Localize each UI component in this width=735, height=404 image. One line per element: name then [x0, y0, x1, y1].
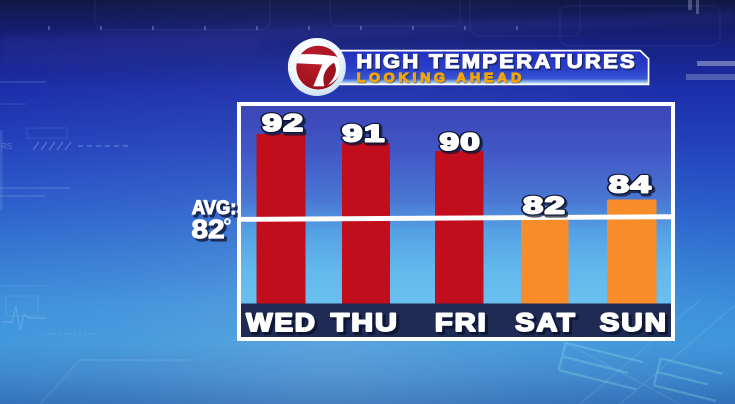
svg-text:90: 90 — [441, 131, 483, 157]
svg-text:91: 91 — [342, 121, 386, 147]
svg-text:RS: RS — [1, 142, 12, 151]
svg-text:90: 90 — [440, 129, 482, 155]
svg-text:82: 82 — [523, 192, 566, 218]
svg-text:90: 90 — [440, 129, 482, 155]
svg-text:82: 82 — [523, 192, 566, 218]
svg-text:HIGH TEMPERATURES: HIGH TEMPERATURES — [356, 51, 637, 73]
svg-text:HIGH TEMPERATURES: HIGH TEMPERATURES — [358, 53, 639, 75]
svg-text:82: 82 — [191, 215, 224, 244]
svg-text:84: 84 — [611, 174, 654, 200]
svg-text:FRI: FRI — [435, 308, 488, 337]
svg-text:WED: WED — [246, 308, 317, 336]
svg-text:82: 82 — [525, 195, 568, 221]
svg-text:91: 91 — [342, 121, 386, 147]
svg-text:91: 91 — [344, 123, 388, 149]
svg-text:84: 84 — [609, 171, 652, 197]
svg-text:THU: THU — [333, 311, 401, 339]
svg-text:84: 84 — [609, 171, 652, 197]
svg-text:AVG:: AVG: — [194, 200, 238, 222]
svg-text:SUN: SUN — [600, 308, 668, 336]
svg-text:SUN: SUN — [602, 311, 670, 339]
svg-text:LOOKING AHEAD: LOOKING AHEAD — [358, 71, 526, 85]
svg-text:WED: WED — [249, 311, 320, 339]
svg-text:THU: THU — [331, 308, 399, 336]
svg-text:FRI: FRI — [437, 311, 490, 340]
svg-text:92: 92 — [262, 111, 304, 137]
svg-text:92: 92 — [262, 111, 304, 137]
svg-text:LOOKING AHEAD: LOOKING AHEAD — [357, 70, 525, 84]
svg-text:SAT: SAT — [515, 309, 576, 337]
svg-text:SAT: SAT — [518, 311, 579, 339]
svg-text:92: 92 — [264, 113, 306, 139]
svg-text:82: 82 — [194, 217, 227, 246]
svg-text:AVG:: AVG: — [192, 198, 236, 220]
